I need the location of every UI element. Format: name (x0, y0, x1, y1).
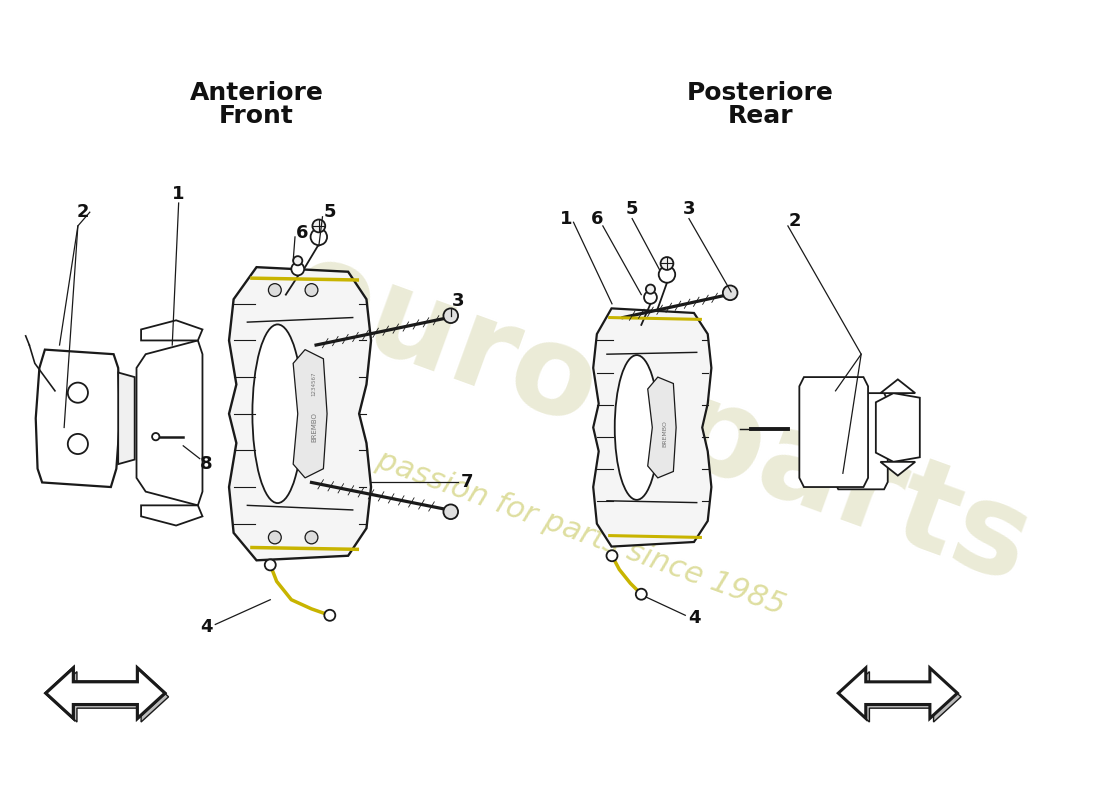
Circle shape (268, 284, 282, 297)
Circle shape (265, 559, 276, 570)
Circle shape (152, 433, 160, 440)
Text: Anteriore: Anteriore (189, 81, 323, 105)
Text: 4: 4 (200, 618, 212, 636)
Polygon shape (800, 377, 868, 487)
Polygon shape (842, 672, 961, 722)
Circle shape (636, 589, 647, 600)
Polygon shape (880, 462, 915, 475)
Polygon shape (136, 341, 202, 506)
Text: Posteriore: Posteriore (688, 81, 834, 105)
Ellipse shape (615, 355, 659, 500)
Polygon shape (118, 373, 134, 464)
Circle shape (312, 219, 326, 232)
Polygon shape (838, 668, 957, 718)
Circle shape (68, 434, 88, 454)
Text: 5: 5 (626, 201, 638, 218)
Text: BREMBO: BREMBO (311, 412, 317, 442)
Text: 6: 6 (296, 224, 309, 242)
Circle shape (723, 286, 737, 300)
Text: BREMBO: BREMBO (662, 420, 668, 447)
Text: Rear: Rear (727, 104, 793, 128)
Circle shape (659, 266, 675, 282)
Circle shape (660, 257, 673, 270)
Text: 4: 4 (689, 609, 701, 627)
Text: 2: 2 (76, 203, 89, 221)
Circle shape (645, 291, 657, 304)
Circle shape (646, 285, 654, 294)
Polygon shape (880, 379, 915, 393)
Text: 1: 1 (560, 210, 572, 228)
Polygon shape (294, 350, 327, 478)
Circle shape (324, 610, 336, 621)
Text: 5: 5 (323, 203, 337, 221)
Circle shape (310, 229, 327, 245)
Polygon shape (835, 393, 888, 490)
Circle shape (268, 531, 282, 544)
Text: 3: 3 (683, 201, 695, 218)
Circle shape (294, 256, 302, 266)
Polygon shape (141, 506, 202, 526)
Circle shape (606, 550, 617, 562)
Polygon shape (648, 377, 676, 478)
Text: 2: 2 (789, 212, 802, 230)
Polygon shape (46, 668, 165, 718)
Text: 7: 7 (461, 474, 473, 491)
Circle shape (443, 308, 458, 323)
Circle shape (305, 531, 318, 544)
Text: euroSparts: euroSparts (272, 228, 1047, 609)
Circle shape (68, 382, 88, 402)
Circle shape (305, 284, 318, 297)
Polygon shape (876, 393, 920, 462)
Circle shape (292, 262, 305, 275)
Polygon shape (35, 350, 120, 487)
Polygon shape (46, 668, 165, 718)
Text: 1: 1 (173, 185, 185, 203)
Text: 3: 3 (452, 292, 464, 310)
Text: 6: 6 (591, 210, 604, 228)
Polygon shape (229, 267, 371, 560)
Text: 1234567: 1234567 (311, 372, 317, 397)
Text: 8: 8 (200, 455, 212, 473)
Ellipse shape (252, 325, 302, 503)
Text: Front: Front (219, 104, 294, 128)
Polygon shape (141, 320, 202, 341)
Circle shape (443, 505, 458, 519)
Polygon shape (50, 672, 168, 722)
Text: a passion for parts since 1985: a passion for parts since 1985 (346, 436, 790, 621)
Polygon shape (593, 308, 712, 546)
